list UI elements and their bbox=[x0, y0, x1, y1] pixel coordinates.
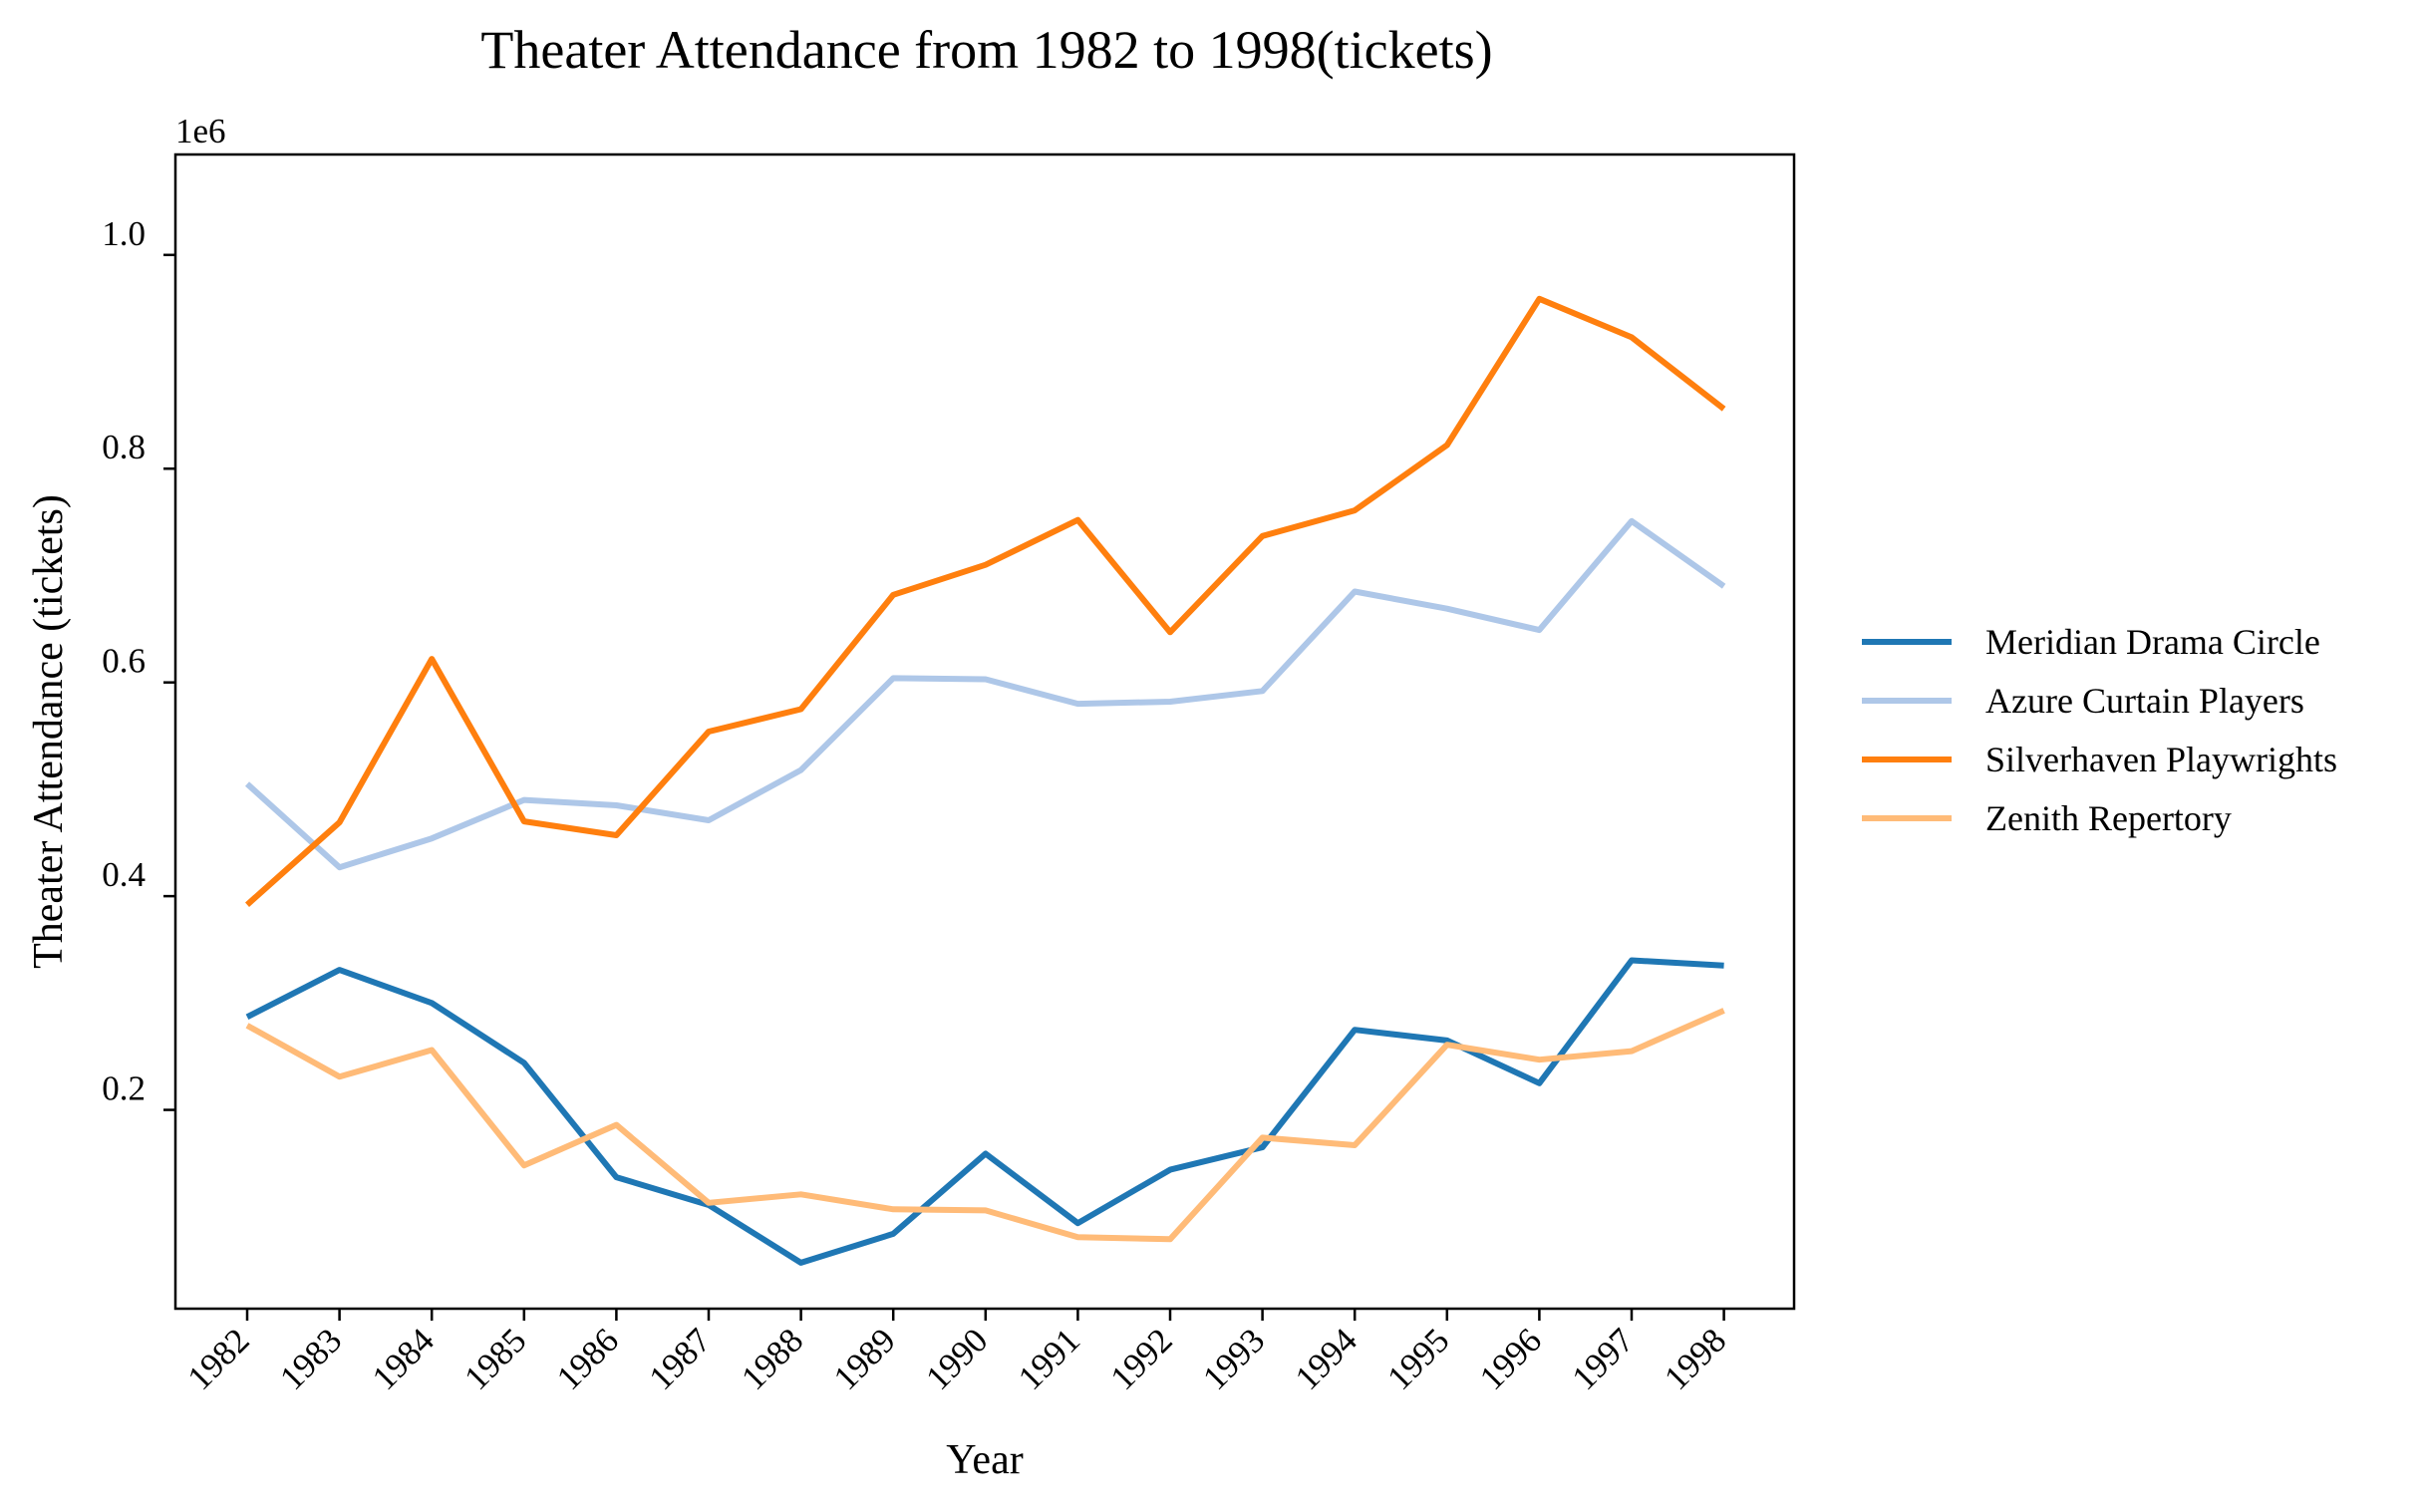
x-tick-label: 1984 bbox=[365, 1321, 442, 1397]
legend-label-3: Silverhaven Playwrights bbox=[1985, 740, 2337, 779]
y-tick-label: 0.2 bbox=[102, 1069, 146, 1108]
x-tick-label: 1990 bbox=[918, 1321, 995, 1397]
y-tick-label: 0.6 bbox=[102, 642, 146, 681]
x-tick-label: 1987 bbox=[642, 1321, 719, 1397]
series-line-4 bbox=[245, 1008, 1725, 1243]
x-tick-label: 1991 bbox=[1011, 1321, 1087, 1397]
legend-label-4: Zenith Repertory bbox=[1985, 798, 2232, 838]
x-tick-label: 1988 bbox=[734, 1321, 810, 1397]
x-tick-label: 1993 bbox=[1195, 1321, 1272, 1397]
x-tick-label: 1982 bbox=[180, 1321, 257, 1397]
x-tick-label: 1992 bbox=[1103, 1321, 1180, 1397]
legend-label-2: Azure Curtain Players bbox=[1985, 681, 2304, 721]
x-tick-label: 1986 bbox=[549, 1321, 626, 1397]
x-tick-label: 1983 bbox=[272, 1321, 349, 1397]
y-axis-offset-label: 1e6 bbox=[175, 112, 226, 151]
x-tick-label: 1994 bbox=[1288, 1321, 1365, 1397]
x-axis: 1982 1983 1984 1985 1986 1987 1988 1989 1990 1991… bbox=[180, 1309, 1733, 1397]
x-tick-label: 1995 bbox=[1379, 1321, 1456, 1397]
x-tick-label: 1997 bbox=[1565, 1321, 1642, 1397]
legend-label-1: Meridian Drama Circle bbox=[1985, 622, 2320, 662]
x-tick-label: 1998 bbox=[1657, 1321, 1733, 1397]
x-tick-label: 1985 bbox=[456, 1321, 533, 1397]
series-line-1 bbox=[245, 957, 1724, 1266]
y-tick-label: 1.0 bbox=[102, 214, 146, 253]
y-tick-label: 0.4 bbox=[102, 855, 146, 894]
x-tick-label: 1996 bbox=[1472, 1321, 1549, 1397]
y-tick-label: 0.8 bbox=[102, 428, 146, 466]
chart-title: Theater Attendance from 1982 to 1998(tic… bbox=[480, 20, 1492, 80]
series-layer bbox=[244, 295, 1726, 1266]
x-tick-label: 1989 bbox=[826, 1321, 903, 1397]
plot-area-frame bbox=[173, 152, 1796, 1311]
series-line-2 bbox=[244, 517, 1726, 871]
x-axis-label: Year bbox=[946, 1437, 1023, 1483]
legend: Meridian Drama Circle Azure Curtain Playe… bbox=[1862, 622, 2337, 838]
y-axis-label: Theater Attendance (tickets) bbox=[26, 494, 72, 969]
y-axis: 0.2 0.4 0.6 0.8 1.0 bbox=[102, 214, 175, 1111]
series-line-3 bbox=[245, 295, 1726, 907]
